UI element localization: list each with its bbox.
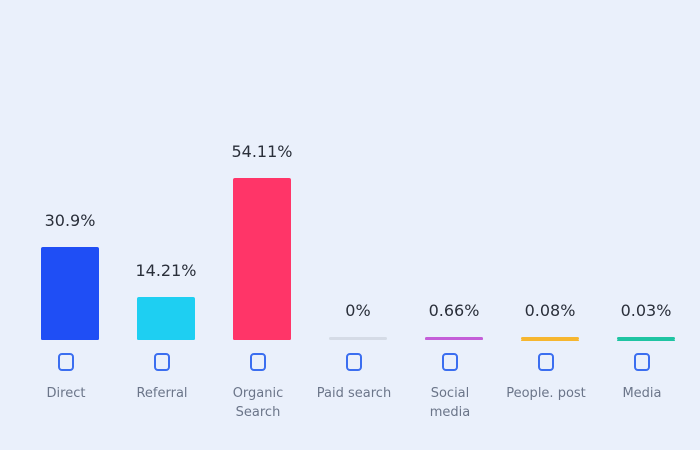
icon-shape [154,353,170,371]
icon-shape [634,353,650,371]
bar [233,177,291,340]
category-icon [58,353,74,371]
icon-shape [250,353,266,371]
bar-track [617,337,675,340]
icon-shape [58,353,74,371]
category-icon [538,353,554,371]
category-label: Organic Search [232,386,284,420]
icon-shape [346,353,362,371]
category-icon [634,353,650,371]
value-label: 0.66% [428,301,480,320]
value-label: 0.03% [620,301,672,320]
category-label: Paid search [316,386,392,401]
value-label: 0.08% [524,301,576,320]
value-label: 54.11% [231,141,293,161]
bar-track [521,337,579,340]
icon-shape [538,353,554,371]
category-label: Referral [136,386,188,401]
bar-track [329,337,387,340]
value-label: 30.9% [44,211,96,231]
category-icon [346,353,362,371]
bar [41,247,99,340]
icon-shape [442,353,458,371]
category-label: Direct [46,386,86,401]
value-label: 14.21% [135,261,197,281]
value-label: 0% [345,301,371,320]
category-label: Media [622,386,662,401]
category-icon [154,353,170,371]
bar [137,297,195,340]
category-label: Social media [429,386,471,420]
category-label: People. post [506,386,586,401]
category-icon [250,353,266,371]
bar [425,338,483,340]
category-icon [442,353,458,371]
